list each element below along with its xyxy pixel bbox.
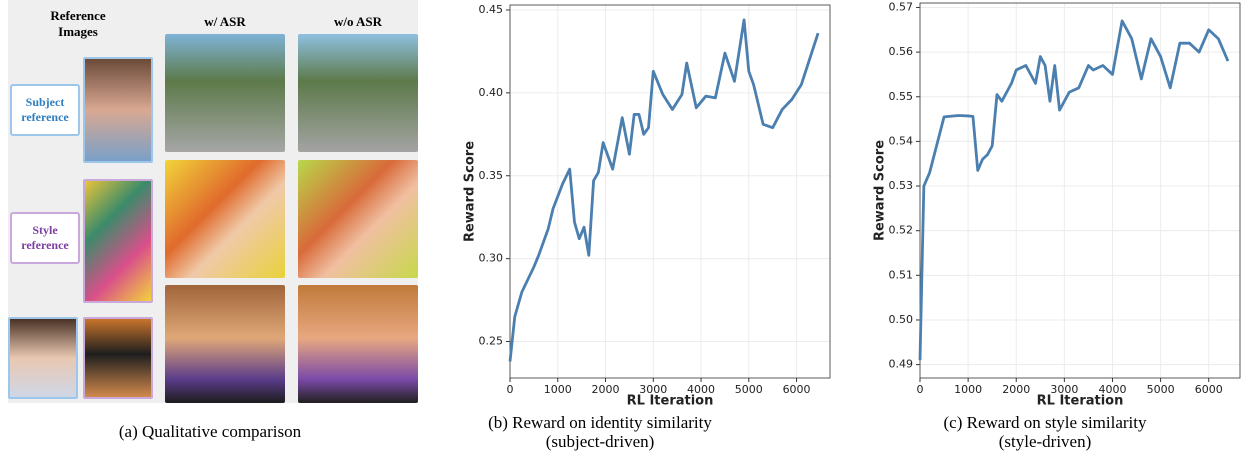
y-tick-label: 0.40	[479, 86, 504, 99]
y-tick-label: 0.52	[889, 224, 914, 237]
y-tick-label: 0.57	[889, 0, 914, 13]
x-tick-label: 1000	[954, 383, 982, 396]
y-tick-label: 0.50	[889, 313, 914, 326]
x-axis-label: RL Iteration	[1037, 394, 1124, 409]
x-tick-label: 5000	[735, 383, 763, 396]
charts: 0.250.300.350.400.4501000200030004000500…	[0, 0, 1242, 456]
x-tick-label: 1000	[544, 383, 572, 396]
y-axis-label: Reward Score	[873, 140, 888, 241]
x-tick-label: 5000	[1147, 383, 1175, 396]
x-axis-label: RL Iteration	[627, 394, 714, 409]
x-tick-label: 0	[917, 383, 924, 396]
x-tick-label: 6000	[1195, 383, 1223, 396]
y-tick-label: 0.35	[479, 169, 504, 182]
data-line	[510, 20, 818, 362]
y-tick-label: 0.49	[889, 358, 914, 371]
y-tick-label: 0.25	[479, 335, 504, 348]
y-tick-label: 0.56	[889, 45, 914, 58]
x-tick-label: 0	[507, 383, 514, 396]
y-tick-label: 0.55	[889, 90, 914, 103]
page: Reference Images w/ ASR w/o ASR Subject …	[0, 0, 1242, 456]
y-tick-label: 0.51	[889, 268, 914, 281]
x-tick-label: 2000	[1002, 383, 1030, 396]
x-tick-label: 6000	[783, 383, 811, 396]
y-tick-label: 0.30	[479, 252, 504, 265]
y-tick-label: 0.53	[889, 179, 914, 192]
y-tick-label: 0.45	[479, 3, 504, 16]
y-axis-label: Reward Score	[463, 141, 478, 242]
x-tick-label: 2000	[592, 383, 620, 396]
y-tick-label: 0.54	[889, 134, 914, 147]
data-line	[920, 21, 1228, 360]
